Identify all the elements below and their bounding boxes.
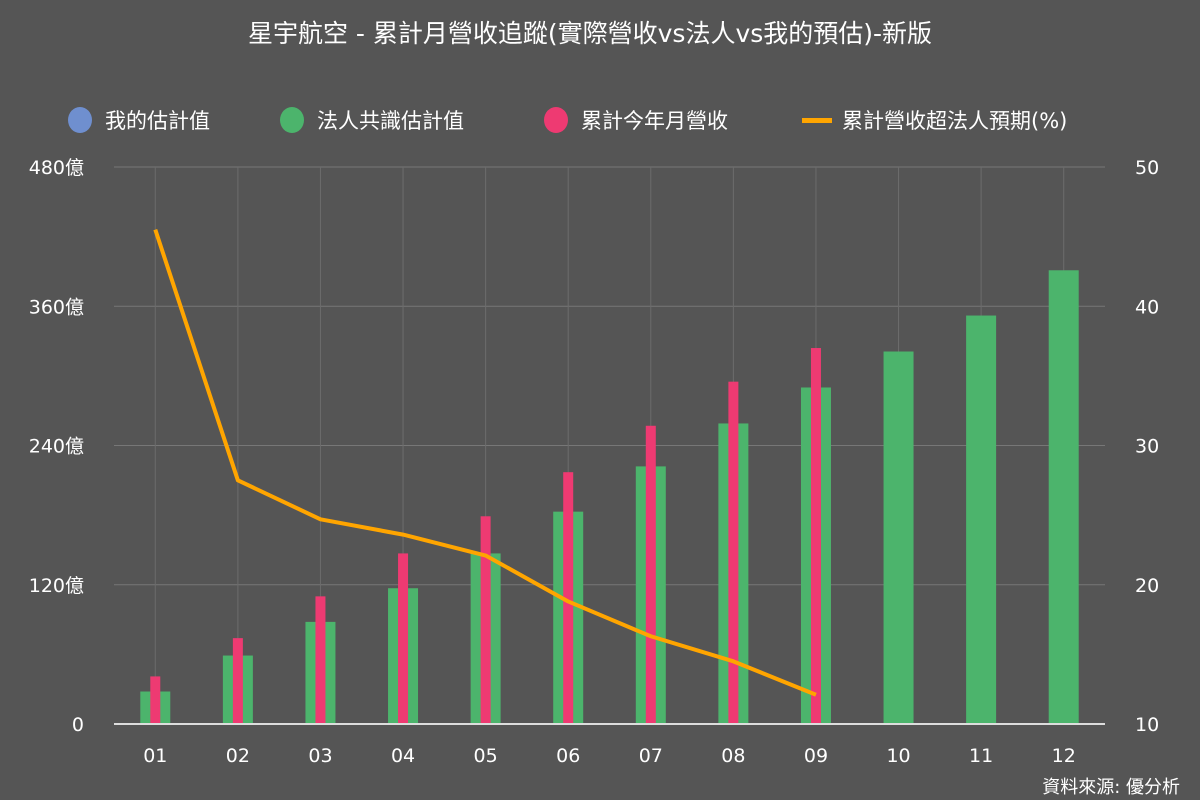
bar-actual[interactable] — [728, 381, 739, 724]
x-tick-label: 02 — [226, 745, 250, 767]
y-tick-label: 480億 — [29, 157, 84, 179]
bar-actual[interactable] — [315, 596, 326, 724]
bar-consensus[interactable] — [1048, 270, 1079, 724]
x-tick-label: 07 — [639, 745, 663, 767]
y2-tick-label: 40 — [1135, 296, 1159, 318]
legend-label[interactable]: 法人共識估計值 — [317, 109, 464, 133]
bar-actual[interactable] — [232, 638, 243, 724]
y-tick-label: 240億 — [29, 436, 84, 458]
x-tick-label: 08 — [721, 745, 745, 767]
axes: 0 120億 240億 360億 480億 10 20 30 40 50 01 02 03 04 05 06 0… — [29, 157, 1159, 767]
bar-actual[interactable] — [563, 472, 574, 724]
y-tick-label: 120億 — [29, 575, 84, 597]
x-tick-label: 11 — [969, 745, 993, 767]
x-tick-label: 01 — [143, 745, 167, 767]
bars — [140, 270, 1079, 724]
y2-tick-label: 30 — [1135, 436, 1159, 458]
bar-actual[interactable] — [645, 425, 656, 724]
legend-swatch — [544, 107, 568, 133]
grid — [114, 166, 1105, 724]
bar-actual[interactable] — [810, 348, 821, 724]
legend-swatch — [68, 107, 92, 133]
y2-tick-label: 50 — [1135, 157, 1159, 179]
line-series — [153, 229, 817, 697]
y-tick-label: 0 — [72, 714, 84, 736]
bar-consensus[interactable] — [966, 315, 997, 724]
source-note: 資料來源: 優分析 — [1042, 777, 1180, 798]
x-tick-label: 06 — [556, 745, 580, 767]
y-tick-label: 360億 — [29, 296, 84, 318]
bar-actual[interactable] — [480, 516, 491, 724]
x-tick-label: 03 — [308, 745, 332, 767]
x-tick-label: 04 — [391, 745, 415, 767]
bar-consensus[interactable] — [883, 351, 914, 724]
legend-label[interactable]: 累計營收超法人預期(%) — [842, 109, 1067, 133]
x-tick-label: 10 — [886, 745, 910, 767]
legend: 我的估計值 法人共識估計值 累計今年月營收 累計營收超法人預期(%) — [68, 107, 1067, 133]
bar-actual[interactable] — [150, 676, 161, 724]
bar-actual[interactable] — [398, 553, 409, 724]
legend-swatch — [802, 118, 832, 123]
line-excess-pct[interactable] — [153, 229, 817, 697]
y2-tick-label: 20 — [1135, 575, 1159, 597]
legend-swatch — [280, 107, 304, 133]
legend-label[interactable]: 我的估計值 — [105, 109, 210, 133]
legend-label[interactable]: 累計今年月營收 — [581, 109, 728, 133]
y2-tick-label: 10 — [1135, 714, 1159, 736]
x-tick-label: 05 — [474, 745, 498, 767]
chart-title: 星宇航空 - 累計月營收追蹤(實際營收vs法人vs我的預估)-新版 — [248, 19, 932, 48]
x-tick-label: 09 — [804, 745, 828, 767]
x-tick-label: 12 — [1052, 745, 1076, 767]
